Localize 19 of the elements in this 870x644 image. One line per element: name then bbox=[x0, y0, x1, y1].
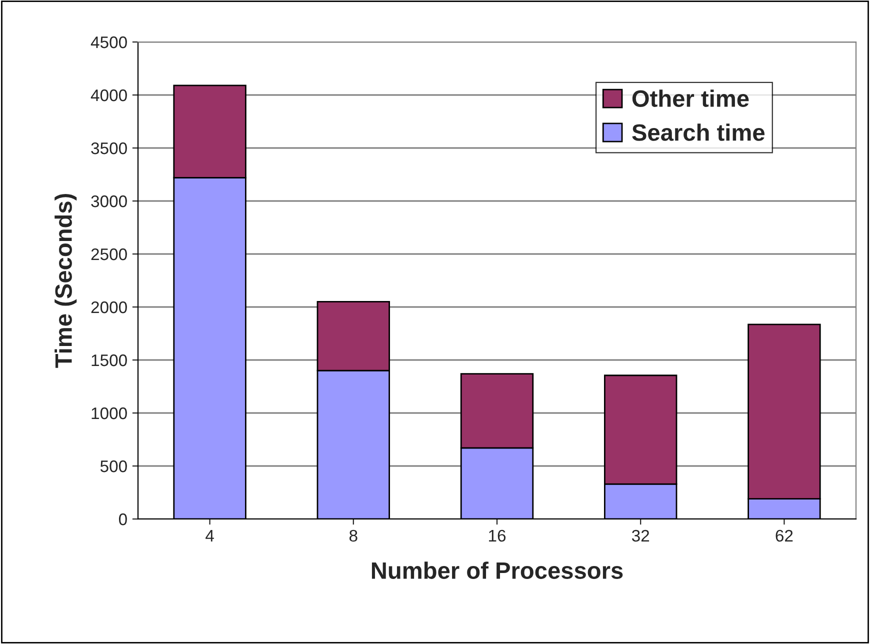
legend-label: Search time bbox=[632, 124, 765, 141]
y-tick-label: 500 bbox=[100, 460, 127, 472]
x-tick-label: 16 bbox=[489, 530, 506, 542]
y-tick-label: 3500 bbox=[91, 142, 127, 154]
x-tick-label: 32 bbox=[632, 530, 650, 542]
x-tick-label: 8 bbox=[349, 530, 358, 542]
y-tick-label: 3000 bbox=[91, 195, 127, 208]
y-axis-title: Time (Seconds) bbox=[54, 194, 77, 368]
y-tick-label: 2000 bbox=[91, 301, 127, 314]
y-tick-label: 2500 bbox=[91, 248, 127, 260]
legend-label: Other time bbox=[632, 90, 749, 107]
y-tick-label: 4500 bbox=[90, 36, 127, 48]
y-tick-label: 1000 bbox=[92, 407, 127, 420]
y-tick-label: 0 bbox=[118, 513, 127, 526]
x-tick-label: 62 bbox=[776, 530, 793, 542]
y-tick-label: 1500 bbox=[92, 354, 127, 366]
x-tick-label: 4 bbox=[206, 530, 214, 542]
x-axis-title: Number of Processors bbox=[372, 562, 623, 579]
y-tick-label: 4000 bbox=[90, 89, 127, 102]
